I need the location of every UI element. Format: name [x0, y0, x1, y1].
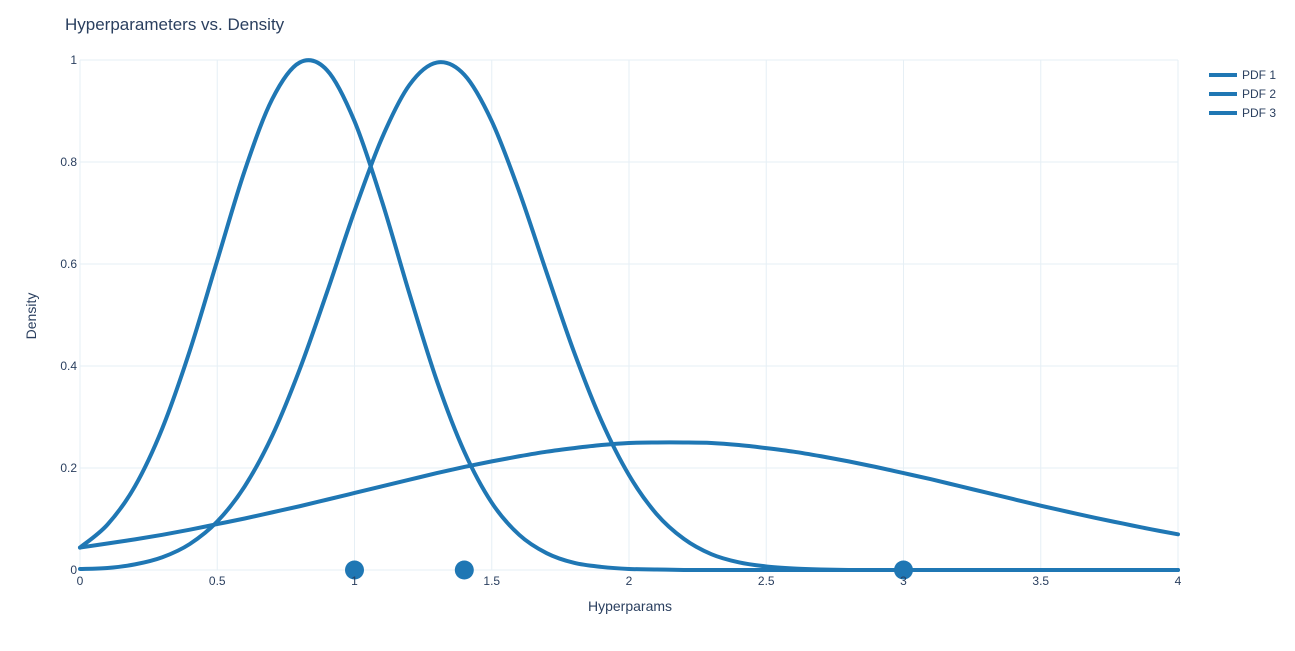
series-line-pdf-3[interactable]	[78, 440, 1180, 550]
y-axis-ticks: 0 0.2 0.4 0.6 0.8 1	[60, 53, 77, 577]
hyperparam-marker[interactable]	[345, 560, 364, 580]
x-tick-label: 1	[351, 574, 358, 588]
y-axis-title: Density	[23, 293, 39, 340]
y-tick-label: 0.4	[60, 359, 77, 373]
y-tick-label: 0.2	[60, 461, 77, 475]
x-tick-label: 0.5	[209, 574, 226, 588]
hyperparam-marker[interactable]	[894, 560, 913, 580]
x-tick-label: 4	[1175, 574, 1182, 588]
legend-label: PDF 3	[1242, 106, 1276, 120]
x-tick-label: 3	[900, 574, 907, 588]
x-tick-label: 1.5	[483, 574, 500, 588]
y-tick-label: 0.6	[60, 257, 77, 271]
marker-group	[345, 560, 913, 580]
series-group	[78, 58, 1180, 573]
legend[interactable]: PDF 1 PDF 2 PDF 3	[1209, 68, 1276, 120]
x-tick-label: 2.5	[758, 574, 775, 588]
legend-item-pdf-3[interactable]: PDF 3	[1209, 106, 1276, 120]
x-tick-label: 0	[77, 574, 84, 588]
legend-item-pdf-2[interactable]: PDF 2	[1209, 87, 1276, 101]
chart-title: Hyperparameters vs. Density	[65, 15, 285, 34]
y-tick-label: 0	[70, 563, 77, 577]
x-tick-label: 2	[626, 574, 633, 588]
hyperparam-marker[interactable]	[454, 560, 474, 580]
y-tick-label: 1	[70, 53, 77, 67]
x-tick-label: 3.5	[1032, 574, 1049, 588]
legend-item-pdf-1[interactable]: PDF 1	[1209, 68, 1276, 82]
x-axis-title: Hyperparams	[588, 598, 672, 614]
legend-label: PDF 1	[1242, 68, 1276, 82]
grid-lines	[79, 59, 1179, 571]
legend-label: PDF 2	[1242, 87, 1276, 101]
x-axis-ticks: 0 0.5 1 1.5 2 2.5 3 3.5 4	[77, 574, 1182, 588]
y-tick-label: 0.8	[60, 155, 77, 169]
